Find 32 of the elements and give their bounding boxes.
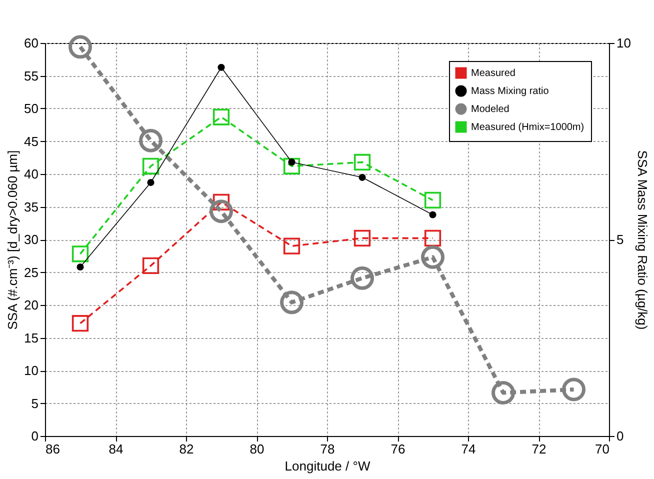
- y-tick-label: 30: [24, 232, 38, 247]
- x-tick-label: 80: [250, 442, 264, 456]
- y-tick-label: 35: [24, 199, 38, 214]
- y2-tick-label: 0: [616, 428, 624, 444]
- legend-label: Measured (Hmix=1000m): [471, 122, 584, 133]
- legend-label: Measured: [471, 68, 516, 79]
- y-axis-title: SSA (#.cm⁻³) [d_dry>0.060 µm]: [5, 150, 20, 330]
- x-tick-label: 86: [46, 442, 60, 456]
- y-tick-label: 60: [24, 36, 38, 50]
- y-tick-label: 25: [24, 264, 38, 280]
- x-tick-label: 84: [108, 442, 124, 456]
- x-tick-label: 70: [595, 442, 610, 456]
- y-tick-label: 40: [24, 166, 38, 182]
- y2-tick-label: 5: [616, 232, 624, 247]
- legend-label: Modeled: [471, 104, 510, 115]
- y-tick-label: 20: [24, 298, 38, 312]
- legend-label: Mass Mixing ratio: [471, 86, 550, 97]
- y-tick-label: 15: [24, 330, 38, 346]
- x-tick-label: 74: [461, 442, 476, 456]
- x-axis-title: Longitude / °W: [284, 458, 371, 474]
- y-tick-label: 45: [24, 134, 38, 149]
- y-tick-label: 50: [24, 101, 38, 116]
- x-tick-label: 78: [320, 442, 335, 456]
- y2-tick-label: 10: [616, 36, 631, 50]
- y-tick-label: 0: [31, 428, 38, 444]
- x-tick-label: 72: [532, 442, 546, 456]
- y2-axis-title: SSA Mass Mixing Ratio (µg/kg): [634, 150, 650, 330]
- x-tick-label: 76: [390, 442, 406, 456]
- x-tick-label: 82: [179, 442, 194, 456]
- y-tick-label: 5: [31, 396, 38, 411]
- y-tick-label: 55: [24, 68, 38, 84]
- y-tick-label: 10: [24, 363, 38, 378]
